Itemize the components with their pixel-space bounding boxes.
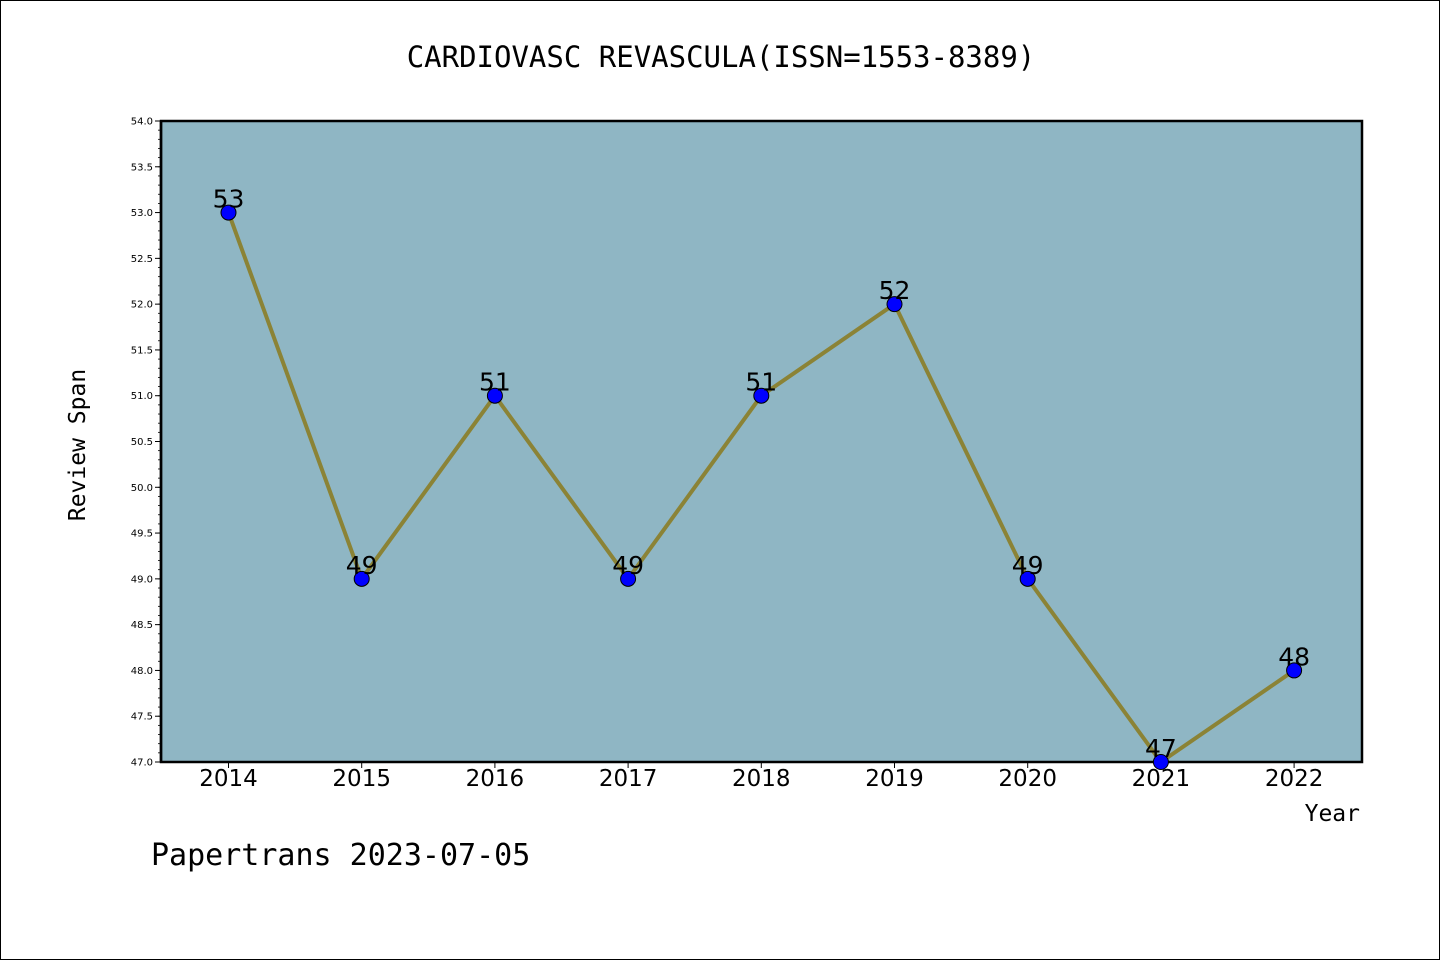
data-point (486, 387, 503, 404)
data-point (1019, 570, 1036, 587)
data-label: 51 (745, 368, 777, 397)
y-tick-label: 49.0 (131, 574, 153, 585)
data-point (220, 204, 237, 221)
x-axis-label: Year (1305, 801, 1360, 827)
data-label: 47 (1145, 734, 1177, 763)
y-tick-label: 52.5 (131, 254, 153, 265)
y-axis-label: Review Span (65, 369, 91, 521)
chart-title: CARDIOVASC REVASCULA(ISSN=1553-8389) (407, 40, 1036, 74)
data-point (1152, 754, 1169, 770)
y-tick-label: 53.5 (131, 162, 153, 173)
x-tick-label: 2018 (732, 766, 791, 792)
y-tick-label: 53.0 (131, 208, 153, 219)
data-point (886, 296, 903, 313)
y-tick-label: 50.0 (131, 483, 153, 494)
y-tick-label: 48.5 (131, 620, 153, 631)
x-axis: 2014 2015 2016 2017 2018 2019 2020 2021 2022 (199, 762, 1323, 792)
x-tick-label: 2019 (865, 766, 924, 792)
x-tick-label: 2022 (1265, 766, 1324, 792)
data-label: 49 (612, 551, 644, 580)
y-tick-label: 52.0 (131, 300, 153, 311)
data-point (620, 570, 637, 587)
y-axis: 47.0 47.5 48.0 48.5 49.0 49.5 50.0 50.5 51.0 51.5… (131, 117, 163, 769)
data-point (353, 570, 370, 587)
footer-stamp: Papertrans 2023-07-05 (151, 838, 530, 873)
y-tick-label: 50.5 (131, 437, 153, 448)
data-label: 49 (346, 551, 378, 580)
x-tick-label: 2017 (599, 766, 658, 792)
data-label: 48 (1278, 642, 1310, 671)
x-tick-label: 2020 (998, 766, 1057, 792)
y-tick-label: 49.5 (131, 529, 153, 540)
data-label: 52 (879, 276, 911, 305)
data-point (753, 387, 770, 404)
data-label: 51 (479, 368, 511, 397)
data-point (1286, 662, 1303, 679)
data-label: 53 (213, 185, 245, 214)
data-label: 49 (1012, 551, 1044, 580)
x-tick-label: 2016 (466, 766, 525, 792)
series-layer: 53 49 51 49 51 52 49 47 48 (213, 185, 1310, 770)
y-tick-label: 54.0 (131, 117, 153, 128)
plot-area (159, 119, 1364, 764)
y-tick-label: 51.0 (131, 391, 153, 402)
y-tick-label: 51.5 (131, 345, 153, 356)
y-tick-label: 47.0 (131, 758, 153, 769)
x-tick-label: 2021 (1132, 766, 1191, 792)
y-tick-label: 48.0 (131, 666, 153, 677)
y-tick-label: 47.5 (131, 712, 153, 723)
x-tick-label: 2015 (332, 766, 391, 792)
x-tick-label: 2014 (199, 766, 258, 792)
